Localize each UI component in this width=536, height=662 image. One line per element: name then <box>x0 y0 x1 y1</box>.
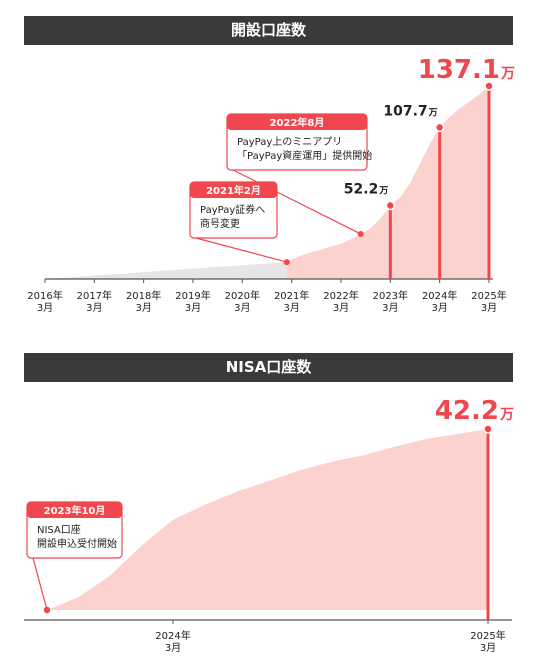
chart2-value-label: 42.2万 <box>435 396 514 426</box>
chart1-value-label: 52.2万 <box>344 182 389 198</box>
chart1-tick-year: 2022年 <box>323 289 358 302</box>
chart1-tick-month: 3月 <box>481 302 497 314</box>
chart1-tick-month: 3月 <box>37 302 53 314</box>
chart2-callout-nisa-line: 開設申込受付開始 <box>37 537 117 550</box>
chart1-tick-year: 2020年 <box>225 289 260 302</box>
chart2-tick-year: 2024年 <box>155 629 190 642</box>
chart1-tick-year: 2019年 <box>175 289 210 302</box>
chart1-tick-year: 2023年 <box>373 289 408 302</box>
chart1-tick-year: 2017年 <box>77 289 112 302</box>
chart2-callout-nisa-line: NISA口座 <box>37 523 81 536</box>
chart1-callout-miniapp-date: 2022年8月 <box>270 116 325 129</box>
chart2-value-dot <box>483 424 493 434</box>
chart1-value-dot <box>484 81 494 91</box>
chart1-callout-miniapp-line: PayPay上のミニアプリ <box>237 136 342 148</box>
chart1-tick-month: 3月 <box>86 302 102 314</box>
chart1-area-before-rename <box>45 262 287 279</box>
chart1-callout-miniapp-line: 「PayPay資産運用」提供開始 <box>237 149 372 162</box>
chart1-tick-year: 2018年 <box>126 289 161 302</box>
chart2-title-banner: NISA口座数 <box>24 353 513 382</box>
chart1-callout-rename-header <box>190 182 277 198</box>
chart1-callout-rename-line: 商号変更 <box>200 217 240 230</box>
chart1-tick-year: 2021年 <box>274 289 309 302</box>
chart1-callout-miniapp-header <box>227 114 367 130</box>
chart1-tick-month: 3月 <box>382 302 398 314</box>
chart1-tick-month: 3月 <box>185 302 201 314</box>
chart2-callout-nisa-date: 2023年10月 <box>44 504 106 517</box>
chart1-value-dot <box>385 200 396 211</box>
chart1-tick-month: 3月 <box>333 302 349 314</box>
chart1-callout-rename-leader <box>195 237 287 263</box>
chart1-callout-miniapp-leader <box>232 169 362 235</box>
chart2-value-unit: 万 <box>499 407 514 423</box>
chart1-tick-month: 3月 <box>431 302 447 314</box>
chart1-tick-year: 2024年 <box>422 289 457 302</box>
chart1-callout-rename-date: 2021年2月 <box>206 184 261 197</box>
chart2-tick-year: 2025年 <box>470 629 505 642</box>
chart1-value-unit: 万 <box>428 107 438 118</box>
chart2-callout-nisa-leader <box>32 557 48 611</box>
chart1-value-dot <box>434 122 445 133</box>
chart2-tick-month: 3月 <box>480 642 496 654</box>
chart1-tick-year: 2025年 <box>471 289 506 302</box>
chart1-tick-month: 3月 <box>135 302 151 314</box>
chart1-value-unit: 万 <box>378 186 388 197</box>
chart2-callout-nisa-header <box>27 502 122 518</box>
chart1-title-banner: 開設口座数 <box>24 16 513 45</box>
chart1-tick-year: 2016年 <box>27 289 62 302</box>
chart2-area-series <box>47 429 488 610</box>
chart1-value-label: 137.1万 <box>418 55 515 85</box>
chart1-tick-month: 3月 <box>283 302 299 314</box>
chart1-callout-rename-line: PayPay証券へ <box>200 203 265 216</box>
chart1-value-unit: 万 <box>500 66 515 82</box>
chart1-value-label: 107.7万 <box>383 103 437 119</box>
chart1-tick-month: 3月 <box>234 302 250 314</box>
chart2-tick-month: 3月 <box>165 642 181 654</box>
